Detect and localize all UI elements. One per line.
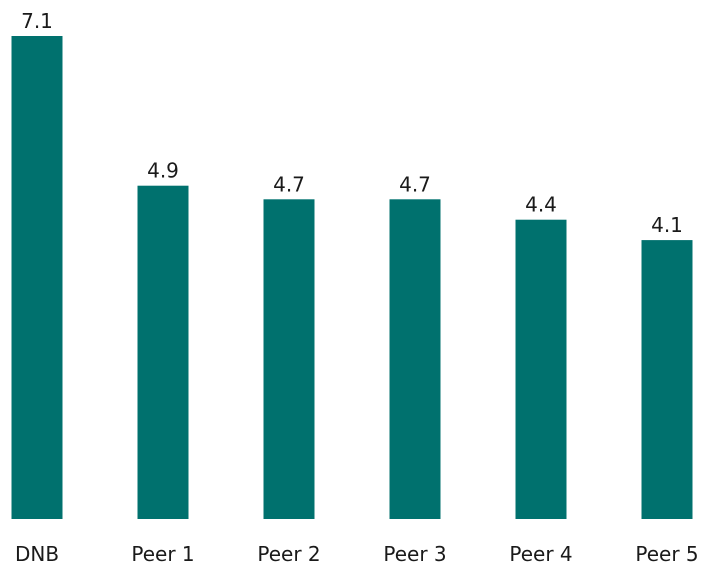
category-label-dnb: DNB <box>15 542 59 564</box>
value-label-peer-1: 4.9 <box>147 159 179 183</box>
category-label-peer-3: Peer 3 <box>383 542 446 564</box>
bar-peer-2 <box>263 199 315 520</box>
category-label-peer-4: Peer 4 <box>509 542 572 564</box>
value-label-peer-2: 4.7 <box>273 172 305 196</box>
bars-group <box>11 36 693 520</box>
value-label-peer-5: 4.1 <box>651 213 683 237</box>
value-labels-group: 7.1 4.9 4.7 4.7 4.4 4.1 <box>21 9 683 237</box>
category-label-peer-1: Peer 1 <box>131 542 194 564</box>
value-label-peer-4: 4.4 <box>525 193 557 217</box>
value-label-dnb: 7.1 <box>21 9 53 33</box>
value-label-peer-3: 4.7 <box>399 172 431 196</box>
bar-peer-4 <box>515 219 567 519</box>
category-labels-group: DNB Peer 1 Peer 2 Peer 3 Peer 4 Peer 5 <box>15 542 699 564</box>
category-label-peer-2: Peer 2 <box>257 542 320 564</box>
bar-dnb <box>11 36 63 519</box>
bar-peer-5 <box>641 240 693 519</box>
bar-peer-1 <box>137 185 189 519</box>
category-label-peer-5: Peer 5 <box>635 542 698 564</box>
bar-peer-3 <box>389 199 441 520</box>
